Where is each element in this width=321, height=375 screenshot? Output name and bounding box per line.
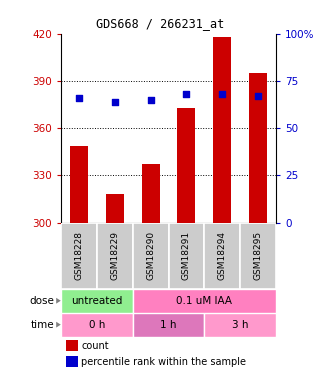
Bar	[61, 223, 97, 289]
Bar	[169, 223, 204, 289]
Bar	[204, 313, 276, 337]
Point	[220, 91, 225, 97]
Bar	[66, 356, 78, 367]
Text: 1 h: 1 h	[160, 320, 177, 330]
Bar	[133, 223, 169, 289]
Text: time: time	[31, 320, 55, 330]
Text: 3 h: 3 h	[232, 320, 248, 330]
Text: 0.1 uM IAA: 0.1 uM IAA	[176, 296, 232, 306]
Point	[184, 91, 189, 97]
Bar	[213, 37, 231, 223]
Point	[148, 97, 153, 103]
Text: 0 h: 0 h	[89, 320, 105, 330]
Bar	[61, 289, 133, 313]
Text: GSM18295: GSM18295	[254, 231, 263, 280]
Text: GSM18228: GSM18228	[74, 231, 83, 280]
Bar	[178, 108, 195, 223]
Point	[256, 93, 261, 99]
Text: untreated: untreated	[71, 296, 123, 306]
Bar	[240, 223, 276, 289]
Point	[76, 95, 82, 101]
Bar	[61, 313, 133, 337]
Bar	[106, 194, 124, 223]
Text: GDS668 / 266231_at: GDS668 / 266231_at	[96, 17, 225, 30]
Text: GSM18229: GSM18229	[110, 231, 119, 280]
Bar	[133, 313, 204, 337]
Bar	[97, 223, 133, 289]
Text: GSM18291: GSM18291	[182, 231, 191, 280]
Bar	[249, 73, 267, 223]
Bar	[66, 340, 78, 351]
Text: GSM18290: GSM18290	[146, 231, 155, 280]
Text: percentile rank within the sample: percentile rank within the sample	[82, 357, 247, 366]
Point	[112, 99, 117, 105]
Text: dose: dose	[30, 296, 55, 306]
Bar	[204, 223, 240, 289]
Text: GSM18294: GSM18294	[218, 231, 227, 280]
Text: count: count	[82, 340, 109, 351]
Bar	[70, 146, 88, 223]
Bar	[133, 289, 276, 313]
Bar	[142, 164, 160, 223]
